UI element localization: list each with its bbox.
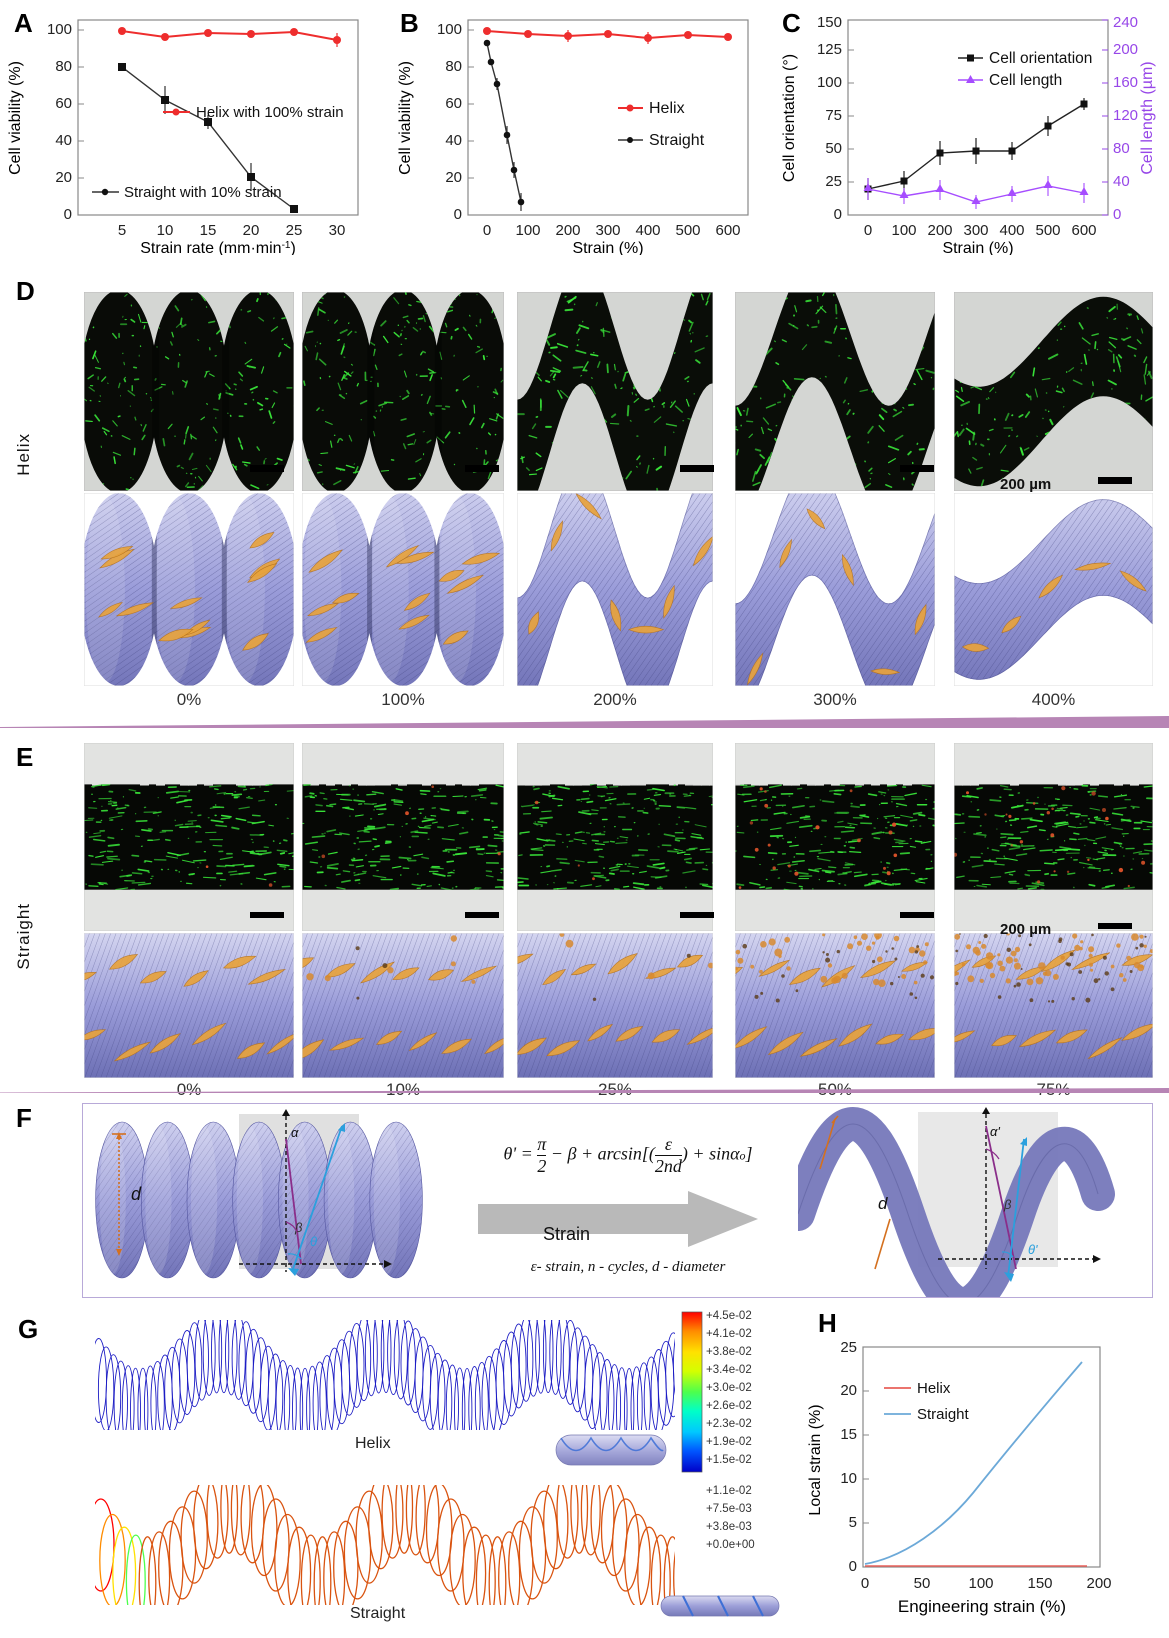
svg-text:100: 100 [47,21,72,38]
svg-text:5: 5 [849,1514,857,1531]
svg-text:Engineering strain (%): Engineering strain (%) [898,1597,1066,1616]
svg-text:200: 200 [1113,41,1138,58]
svg-text:100: 100 [437,21,462,38]
svg-text:20: 20 [55,169,72,186]
svg-text:β: β [1003,1197,1012,1212]
svg-text:25: 25 [286,222,303,239]
svg-text:25: 25 [840,1339,857,1356]
svg-text:+3.4e-02: +3.4e-02 [706,1364,752,1376]
svg-text:0: 0 [834,206,842,223]
svg-text:60: 60 [55,95,72,112]
svg-text:0: 0 [64,206,72,223]
svg-text:400: 400 [635,222,660,239]
svg-text:Helix with 100% strain: Helix with 100% strain [196,104,344,121]
svg-text:+1.1e-02: +1.1e-02 [706,1485,752,1497]
svg-text:0: 0 [1113,206,1121,223]
svg-text:0: 0 [864,222,872,239]
svg-text:100: 100 [891,222,916,239]
svg-text:+1.9e-02: +1.9e-02 [706,1436,752,1448]
svg-text:10: 10 [840,1470,857,1487]
svg-text:Strain (%): Strain (%) [572,240,643,255]
svg-text:+3.8e-02: +3.8e-02 [706,1346,752,1358]
svg-text:θ': θ' [1028,1242,1038,1257]
svg-text:60: 60 [445,95,462,112]
svg-text:d: d [131,1184,142,1204]
svg-text:75: 75 [825,107,842,124]
svg-text:Local strain (%): Local strain (%) [807,1404,824,1515]
svg-text:40: 40 [1113,173,1130,190]
svg-text:400: 400 [999,222,1024,239]
svg-text:15: 15 [200,222,217,239]
svg-text:200: 200 [927,222,952,239]
svg-text:100: 100 [968,1575,993,1592]
svg-text:Straight: Straight [917,1406,970,1423]
svg-text:20: 20 [840,1382,857,1399]
svg-text:160: 160 [1113,74,1138,91]
svg-text:10: 10 [157,222,174,239]
svg-text:θ: θ [310,1234,317,1249]
svg-text:50: 50 [914,1575,931,1592]
svg-text:40: 40 [445,132,462,149]
svg-text:20: 20 [445,169,462,186]
svg-text:50: 50 [825,140,842,157]
svg-text:80: 80 [55,58,72,75]
svg-text:+3.8e-03: +3.8e-03 [706,1521,752,1533]
svg-text:d: d [878,1194,888,1213]
svg-text:40: 40 [55,132,72,149]
svg-text:+7.5e-03: +7.5e-03 [706,1503,752,1515]
svg-text:100: 100 [817,74,842,91]
svg-text:Straight: Straight [649,132,705,149]
svg-text:+4.5e-02: +4.5e-02 [706,1310,752,1322]
svg-text:120: 120 [1113,107,1138,124]
svg-text:α: α [291,1125,299,1140]
svg-text:240: 240 [1113,14,1138,31]
svg-text:Cell viability (%): Cell viability (%) [397,61,414,175]
svg-text:Strain (%): Strain (%) [942,240,1013,255]
svg-text:20: 20 [243,222,260,239]
svg-text:Helix: Helix [649,100,685,117]
svg-text:300: 300 [595,222,620,239]
svg-text:Strain rate (mm·min-1): Strain rate (mm·min-1) [140,240,296,256]
svg-text:Cell length (µm): Cell length (µm) [1139,61,1156,174]
svg-text:+2.3e-02: +2.3e-02 [706,1418,752,1430]
svg-text:0: 0 [454,206,462,223]
svg-text:125: 125 [817,41,842,58]
svg-text:500: 500 [675,222,700,239]
svg-text:30: 30 [329,222,346,239]
svg-text:+2.6e-02: +2.6e-02 [706,1400,752,1412]
svg-text:+3.0e-02: +3.0e-02 [706,1382,752,1394]
svg-text:150: 150 [817,14,842,31]
svg-text:Straight with 10% strain: Straight with 10% strain [124,184,282,201]
svg-text:25: 25 [825,173,842,190]
svg-text:+4.1e-02: +4.1e-02 [706,1328,752,1340]
svg-text:β: β [294,1220,303,1235]
svg-text:15: 15 [840,1426,857,1443]
svg-text:300: 300 [963,222,988,239]
svg-text:+0.0e+00: +0.0e+00 [706,1539,755,1551]
svg-text:α': α' [990,1124,1000,1139]
svg-text:200: 200 [1086,1575,1111,1592]
svg-text:Cell length: Cell length [989,72,1062,89]
svg-text:600: 600 [715,222,740,239]
svg-text:0: 0 [861,1575,869,1592]
svg-text:150: 150 [1027,1575,1052,1592]
svg-text:80: 80 [445,58,462,75]
svg-text:200: 200 [555,222,580,239]
svg-text:5: 5 [118,222,126,239]
svg-text:Cell orientation (°): Cell orientation (°) [781,54,798,182]
svg-text:500: 500 [1035,222,1060,239]
svg-text:600: 600 [1071,222,1096,239]
svg-text:0: 0 [849,1558,857,1575]
svg-text:80: 80 [1113,140,1130,157]
svg-text:Cell viability (%): Cell viability (%) [7,61,24,175]
svg-text:0: 0 [483,222,491,239]
svg-text:+1.5e-02: +1.5e-02 [706,1454,752,1466]
svg-text:100: 100 [515,222,540,239]
svg-text:Cell orientation: Cell orientation [989,50,1092,67]
svg-text:Helix: Helix [917,1380,951,1397]
